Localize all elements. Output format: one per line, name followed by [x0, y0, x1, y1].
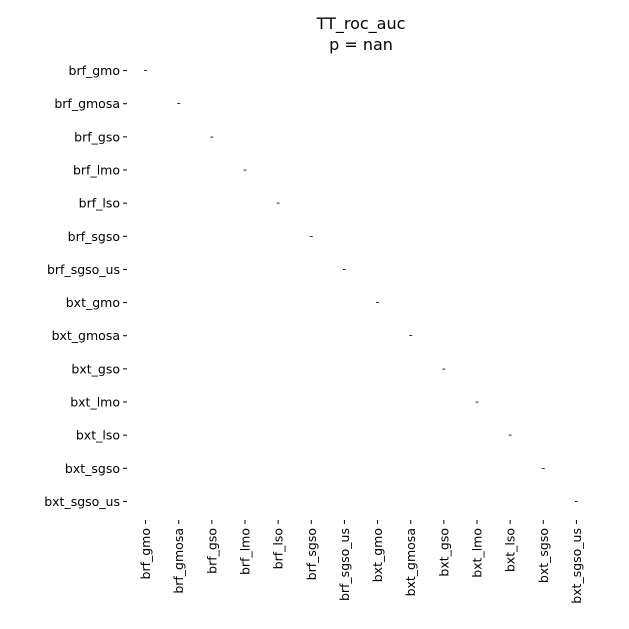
x-tick-label: bxt_lso: [503, 528, 518, 572]
y-tick-label: bxt_gso: [71, 361, 120, 376]
x-tick-label: brf_gmosa: [171, 528, 186, 594]
y-tick-label: brf_gmo: [69, 63, 120, 78]
cell-annotation: -: [177, 97, 181, 110]
y-tick-label: bxt_sgso: [65, 461, 120, 476]
x-tick-label: bxt_gmosa: [403, 528, 418, 596]
x-tick-label: bxt_sgso_us: [569, 528, 584, 604]
x-tick-label: bxt_sgso: [536, 528, 551, 583]
x-tick-label: brf_gmo: [138, 528, 153, 579]
x-tick-label: bxt_gmo: [370, 528, 385, 582]
cell-annotation: -: [243, 163, 247, 176]
cell-annotation: -: [541, 461, 545, 474]
x-tick-label: bxt_lmo: [470, 528, 485, 578]
cell-annotation: -: [475, 395, 479, 408]
x-tick-label: brf_lso: [271, 528, 286, 569]
chart-title: TT_roc_auc: [316, 14, 406, 34]
y-tick-label: brf_sgso: [68, 229, 120, 244]
cell-annotation: -: [376, 296, 380, 309]
cell-annotation: -: [574, 494, 578, 507]
chart-subtitle: p = nan: [329, 35, 393, 54]
y-tick-label: bxt_gmosa: [52, 328, 120, 343]
cell-annotation: -: [210, 130, 214, 143]
cell-annotation: -: [144, 64, 148, 77]
y-tick-label: brf_lmo: [73, 163, 120, 178]
cell-annotation: -: [409, 329, 413, 342]
x-tick-label: brf_lmo: [238, 528, 253, 575]
cell-annotation: -: [508, 428, 512, 441]
cell-annotation: -: [342, 262, 346, 275]
y-tick-label: bxt_gmo: [66, 295, 120, 310]
y-tick-label: brf_gso: [74, 129, 120, 144]
x-tick-label: bxt_gso: [436, 528, 451, 577]
y-tick-label: brf_gmosa: [54, 96, 120, 111]
heatmap-cells: - - - - - - - - - - - - - -: [144, 64, 579, 508]
y-tick-label: brf_lso: [79, 196, 120, 211]
y-tick-label: bxt_lmo: [70, 395, 120, 410]
x-tick-label: brf_sgso_us: [337, 528, 352, 601]
x-tick-label: brf_sgso: [304, 528, 319, 580]
y-axis: brf_gmo brf_gmosa brf_gso brf_lmo brf_lsobrf…: [44, 63, 127, 509]
cell-annotation: -: [442, 362, 446, 375]
y-tick-label: bxt_lso: [76, 428, 120, 443]
cell-annotation: -: [309, 229, 313, 242]
y-tick-label: bxt_sgso_us: [44, 494, 120, 509]
x-tick-label: brf_gso: [204, 528, 219, 574]
y-tick-label: brf_sgso_us: [47, 262, 120, 277]
x-axis: brf_gmo brf_gmosa brf_gso brf_lmo brf_lso brf…: [138, 520, 584, 604]
cell-annotation: -: [276, 196, 280, 209]
